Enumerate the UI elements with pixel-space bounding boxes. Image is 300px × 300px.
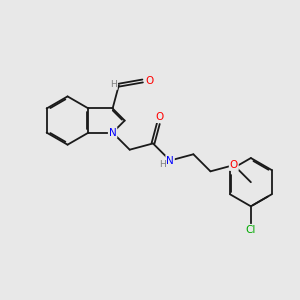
- Text: O: O: [230, 160, 238, 170]
- Text: H: H: [159, 160, 166, 169]
- Text: H: H: [110, 80, 117, 89]
- Text: Cl: Cl: [246, 225, 256, 235]
- Text: N: N: [109, 128, 116, 138]
- Text: N: N: [166, 155, 174, 166]
- Text: O: O: [156, 112, 164, 122]
- Text: O: O: [145, 76, 153, 86]
